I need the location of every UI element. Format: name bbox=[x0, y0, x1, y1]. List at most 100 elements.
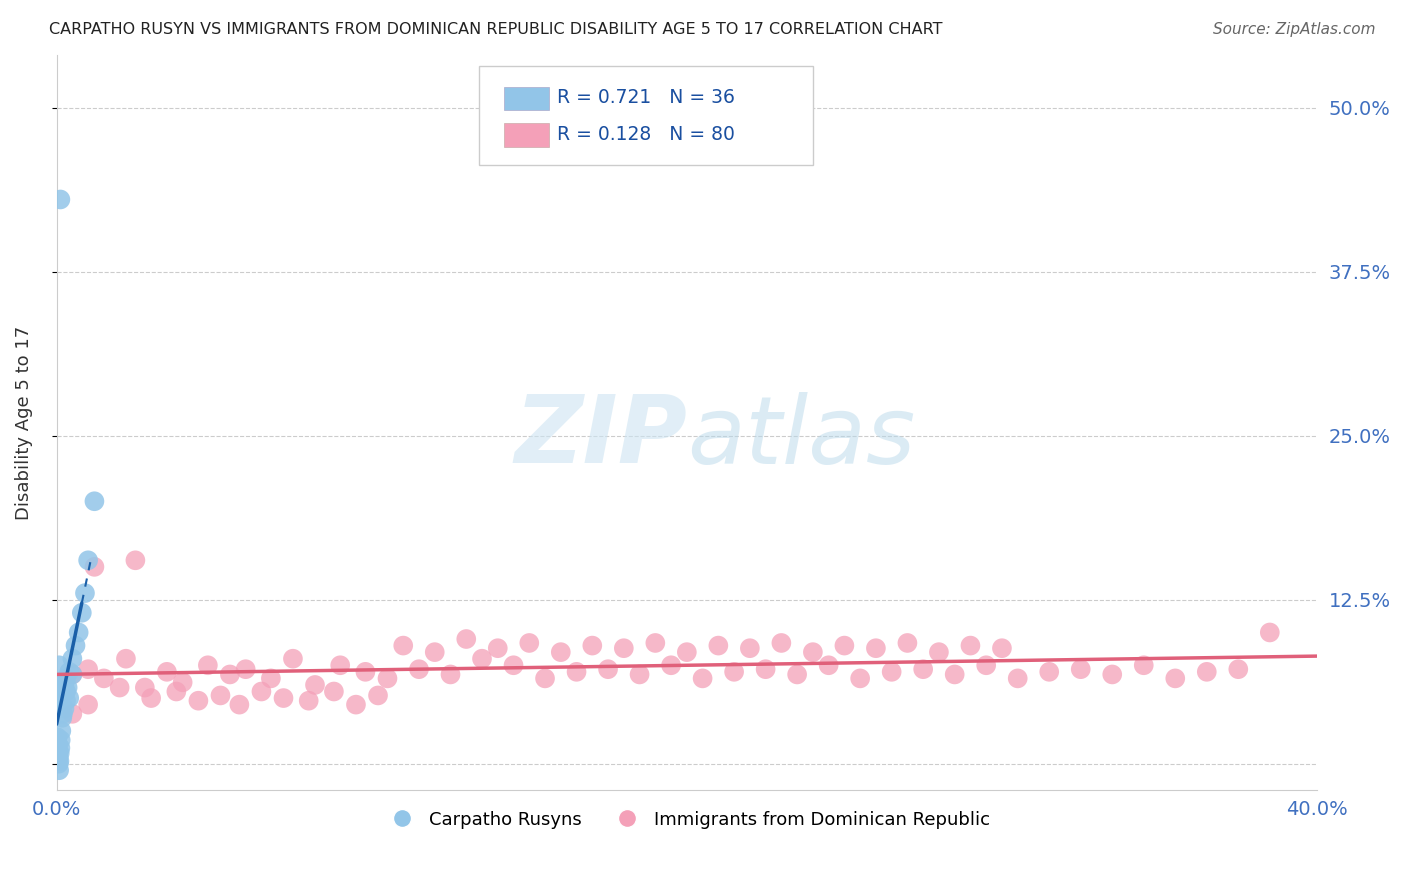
Point bbox=[51, 711, 73, 725]
Point bbox=[52, 684, 75, 698]
Point bbox=[48, 763, 70, 777]
Point bbox=[550, 645, 572, 659]
Point bbox=[77, 698, 100, 712]
Point bbox=[534, 672, 557, 686]
Point bbox=[1195, 665, 1218, 679]
FancyBboxPatch shape bbox=[505, 87, 550, 111]
Point bbox=[228, 698, 250, 712]
Point bbox=[304, 678, 326, 692]
Point bbox=[912, 662, 935, 676]
Point bbox=[849, 672, 872, 686]
Point bbox=[77, 662, 100, 676]
Text: R = 0.721   N = 36: R = 0.721 N = 36 bbox=[557, 88, 735, 107]
Point bbox=[141, 691, 163, 706]
Point bbox=[260, 672, 283, 686]
Point bbox=[896, 636, 918, 650]
Point bbox=[786, 667, 808, 681]
Point bbox=[48, 658, 70, 673]
Point bbox=[613, 641, 636, 656]
Point bbox=[377, 672, 399, 686]
Point bbox=[974, 658, 997, 673]
Point bbox=[77, 553, 100, 567]
Point bbox=[344, 698, 367, 712]
Point bbox=[53, 678, 76, 692]
Point bbox=[58, 665, 80, 679]
Point bbox=[156, 665, 179, 679]
Point bbox=[60, 706, 83, 721]
Point bbox=[46, 737, 69, 751]
Y-axis label: Disability Age 5 to 17: Disability Age 5 to 17 bbox=[15, 326, 32, 520]
Point bbox=[51, 689, 73, 703]
Point bbox=[49, 740, 72, 755]
Point bbox=[219, 667, 242, 681]
Point bbox=[250, 684, 273, 698]
Point bbox=[55, 684, 77, 698]
Text: atlas: atlas bbox=[688, 392, 915, 483]
Point bbox=[60, 667, 83, 681]
Point bbox=[423, 645, 446, 659]
Point bbox=[52, 706, 75, 721]
Point bbox=[108, 681, 131, 695]
Point bbox=[209, 689, 232, 703]
Text: CARPATHO RUSYN VS IMMIGRANTS FROM DOMINICAN REPUBLIC DISABILITY AGE 5 TO 17 CORR: CARPATHO RUSYN VS IMMIGRANTS FROM DOMINI… bbox=[49, 22, 942, 37]
Point bbox=[134, 681, 156, 695]
Point bbox=[659, 658, 682, 673]
Point bbox=[486, 641, 509, 656]
Point bbox=[628, 667, 651, 681]
Point bbox=[172, 675, 194, 690]
Point bbox=[165, 684, 187, 698]
Point bbox=[48, 754, 70, 768]
Point bbox=[517, 636, 540, 650]
Point bbox=[49, 193, 72, 207]
Point bbox=[943, 667, 966, 681]
Text: R = 0.128   N = 80: R = 0.128 N = 80 bbox=[557, 125, 735, 144]
Point bbox=[1070, 662, 1092, 676]
Point bbox=[51, 723, 73, 738]
Point bbox=[298, 694, 321, 708]
Point bbox=[124, 553, 146, 567]
Point bbox=[959, 639, 981, 653]
Point bbox=[58, 691, 80, 706]
Point bbox=[991, 641, 1014, 656]
Legend: Carpatho Rusyns, Immigrants from Dominican Republic: Carpatho Rusyns, Immigrants from Dominic… bbox=[377, 804, 997, 836]
Point bbox=[48, 756, 70, 771]
Point bbox=[1227, 662, 1250, 676]
Point bbox=[49, 678, 72, 692]
Point bbox=[1164, 672, 1187, 686]
Point bbox=[1007, 672, 1029, 686]
Point bbox=[73, 586, 96, 600]
Point bbox=[723, 665, 745, 679]
Point bbox=[865, 641, 887, 656]
Point bbox=[55, 694, 77, 708]
Point bbox=[49, 733, 72, 747]
Point bbox=[67, 625, 90, 640]
Point bbox=[55, 672, 77, 686]
Point bbox=[880, 665, 903, 679]
Point bbox=[93, 672, 115, 686]
Point bbox=[738, 641, 761, 656]
Point bbox=[392, 639, 415, 653]
Point bbox=[367, 689, 389, 703]
Point bbox=[53, 701, 76, 715]
Point bbox=[56, 681, 79, 695]
Point bbox=[46, 731, 69, 745]
Point bbox=[70, 606, 93, 620]
Point bbox=[676, 645, 699, 659]
Point bbox=[273, 691, 295, 706]
Point bbox=[817, 658, 839, 673]
Point bbox=[115, 651, 138, 665]
Point bbox=[1132, 658, 1154, 673]
Point bbox=[1258, 625, 1281, 640]
Point bbox=[281, 651, 304, 665]
FancyBboxPatch shape bbox=[505, 123, 550, 147]
Point bbox=[51, 698, 73, 712]
Point bbox=[502, 658, 524, 673]
Point bbox=[49, 694, 72, 708]
Point bbox=[1038, 665, 1060, 679]
Point bbox=[65, 639, 87, 653]
Point bbox=[187, 694, 209, 708]
Point bbox=[197, 658, 219, 673]
Point bbox=[707, 639, 730, 653]
Point bbox=[471, 651, 494, 665]
Point bbox=[83, 559, 105, 574]
